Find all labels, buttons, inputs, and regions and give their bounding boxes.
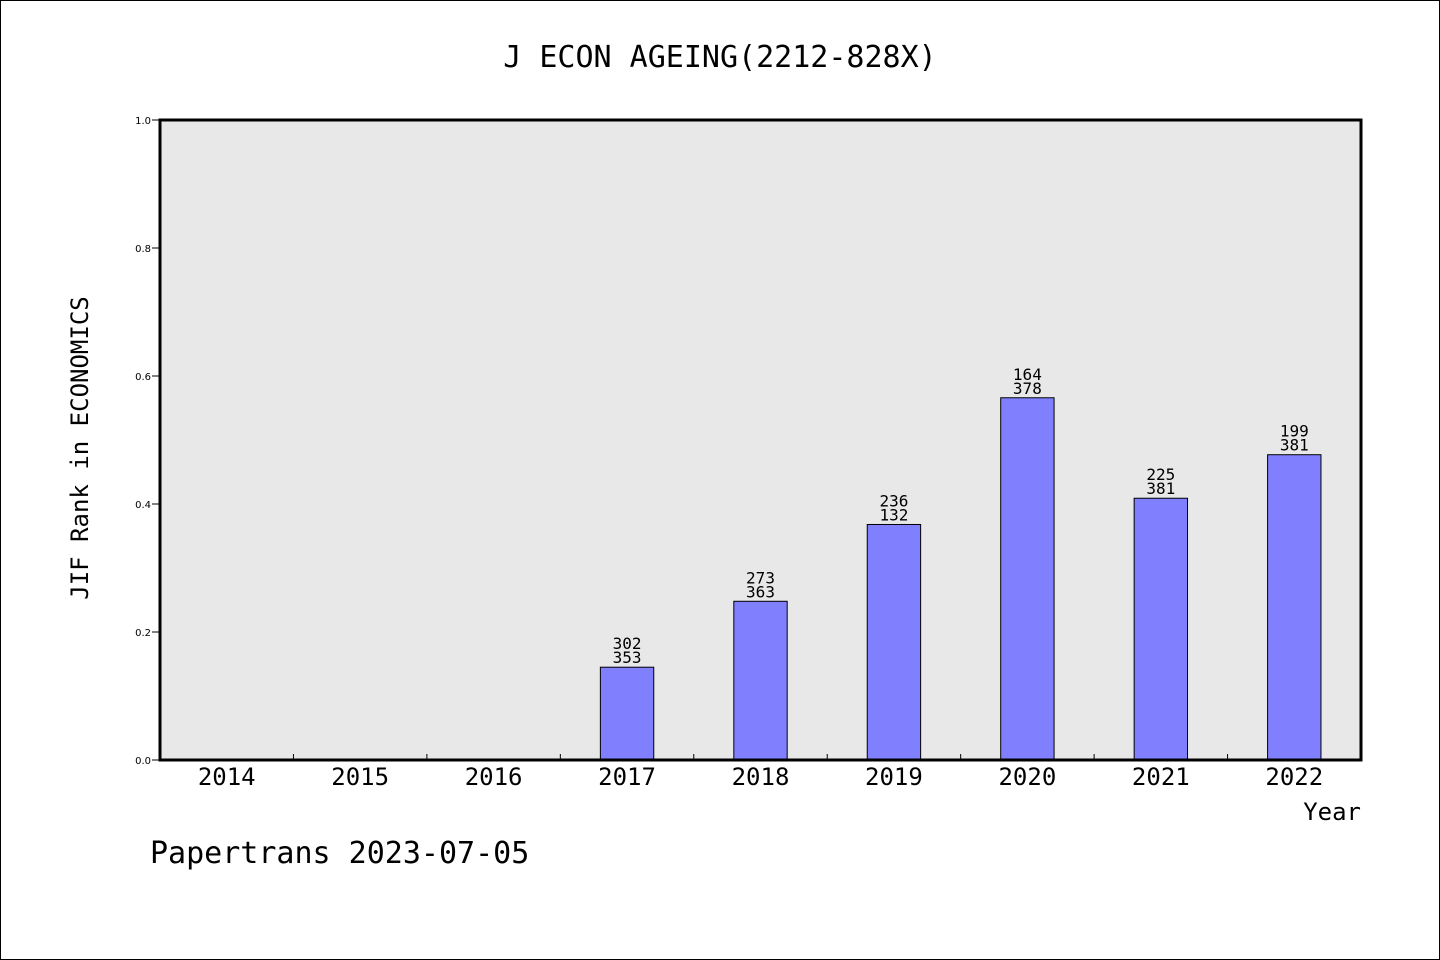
- bar-label-top: 164: [1013, 365, 1042, 384]
- bar-2021: [1133, 497, 1189, 761]
- x-tick-label: 2014: [198, 763, 256, 791]
- bar-label-top: 236: [879, 491, 908, 510]
- x-tick-label: 2019: [865, 763, 923, 791]
- bar-label-top: 273: [746, 568, 775, 587]
- y-axis: 0.0 0.2 0.4 0.6 0.8 1.0: [135, 116, 160, 767]
- x-tick-label: 2015: [331, 763, 389, 791]
- bar-2019: [866, 523, 922, 761]
- bar-label-bottom: 353: [613, 648, 642, 667]
- bar-2020: [1000, 397, 1055, 761]
- bar-label-bottom: 363: [746, 582, 775, 601]
- chart-title: J ECON AGEING(2212-828X): [503, 40, 936, 75]
- bar-2018: [733, 600, 788, 761]
- x-tick-label: 2020: [998, 763, 1056, 791]
- x-tick-label: 2016: [465, 763, 523, 791]
- y-tick-label: 1.0: [135, 116, 151, 127]
- y-tick-label: 0.0: [135, 756, 151, 767]
- x-tick-label: 2018: [732, 763, 790, 791]
- y-tick-label: 0.6: [135, 372, 151, 383]
- bar-label-top: 302: [613, 634, 642, 653]
- x-tick-label: 2017: [598, 763, 656, 791]
- bar-label-top: 225: [1146, 465, 1175, 484]
- bar-label-bottom: 378: [1013, 379, 1042, 398]
- bar-label-bottom: 381: [1280, 436, 1309, 455]
- bar-label-bottom: 132: [879, 505, 908, 524]
- plot-border: [158, 118, 1363, 762]
- x-tick-label: 2021: [1132, 763, 1190, 791]
- bars-group: [599, 397, 1322, 761]
- footer-text: Papertrans 2023-07-05: [150, 836, 529, 871]
- y-tick-label: 0.8: [135, 244, 151, 255]
- x-axis: 2014 2015 2016 2017 2018 2019 2020 2021 2022: [198, 754, 1323, 791]
- y-tick-label: 0.2: [135, 628, 151, 639]
- y-axis-label: JIF Rank in ECONOMICS: [66, 296, 94, 599]
- bar-2022: [1267, 454, 1322, 761]
- bar-label-bottom: 381: [1146, 479, 1175, 498]
- y-tick-label: 0.4: [135, 500, 151, 511]
- bar-label-top: 199: [1280, 422, 1309, 441]
- x-tick-label: 2022: [1265, 763, 1323, 791]
- bar-2017: [599, 666, 655, 761]
- x-axis-label: Year: [1303, 798, 1361, 826]
